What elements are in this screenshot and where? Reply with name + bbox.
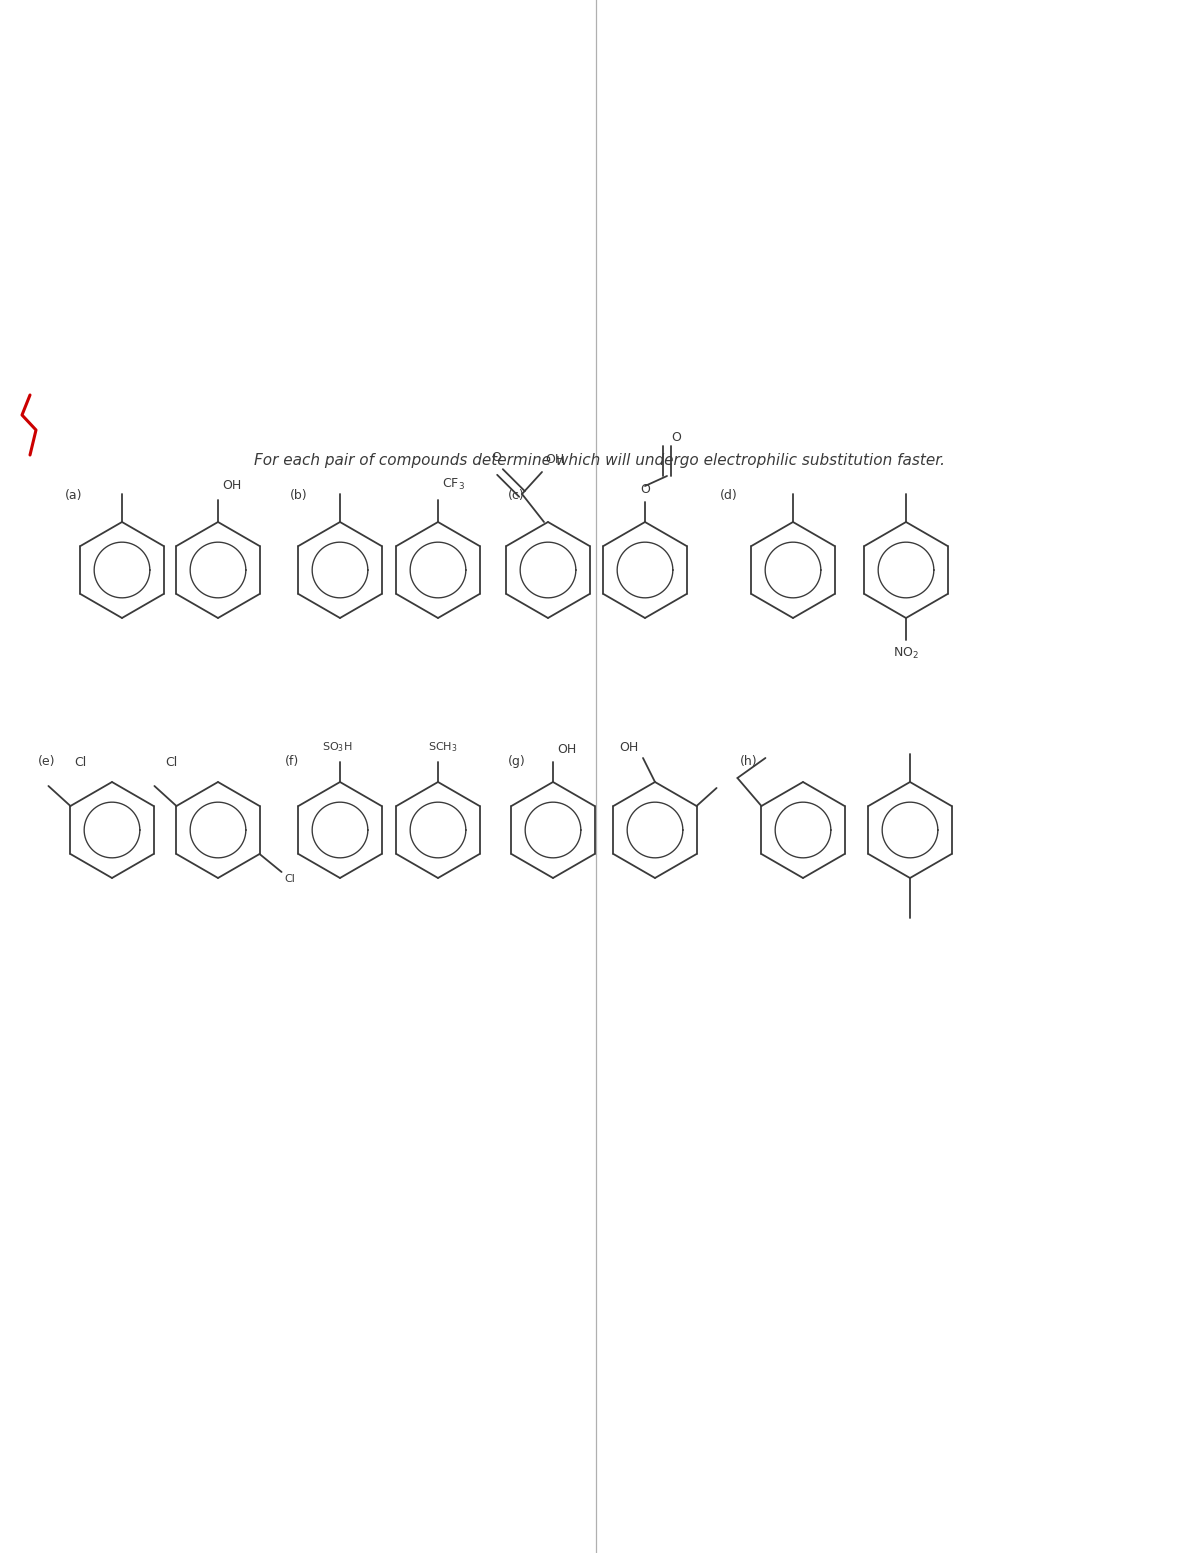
Text: (b): (b)	[290, 489, 307, 502]
Text: Cl: Cl	[74, 755, 86, 769]
Text: (a): (a)	[65, 489, 83, 502]
Text: OH: OH	[222, 478, 241, 492]
Text: For each pair of compounds determine which will undergo electrophilic substituti: For each pair of compounds determine whi…	[254, 452, 946, 467]
Text: (e): (e)	[38, 755, 55, 769]
Text: (d): (d)	[720, 489, 738, 502]
Text: SCH$_3$: SCH$_3$	[428, 741, 457, 755]
Text: Cl: Cl	[166, 755, 178, 769]
Text: NO$_2$: NO$_2$	[893, 646, 919, 662]
Text: (g): (g)	[508, 755, 526, 769]
Text: O: O	[491, 450, 500, 464]
Text: (h): (h)	[740, 755, 757, 769]
Text: OH: OH	[619, 741, 640, 755]
Text: O: O	[671, 432, 680, 444]
Text: Cl: Cl	[284, 874, 295, 884]
Text: O: O	[640, 483, 650, 495]
Text: CF$_3$: CF$_3$	[442, 477, 464, 492]
Text: (c): (c)	[508, 489, 524, 502]
Text: (f): (f)	[286, 755, 299, 769]
Text: OH: OH	[545, 453, 564, 466]
Text: SO$_3$H: SO$_3$H	[322, 741, 353, 755]
Text: OH: OH	[557, 742, 576, 756]
